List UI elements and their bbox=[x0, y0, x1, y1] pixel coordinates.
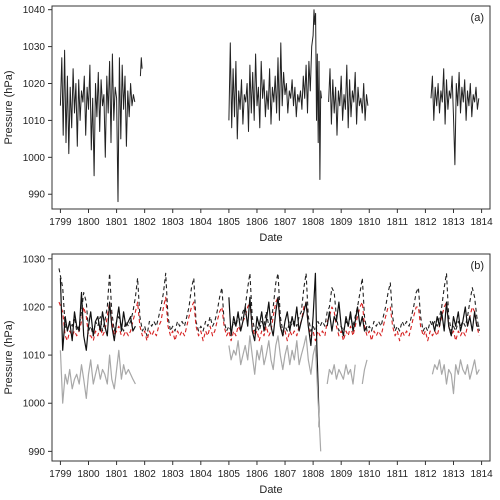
y-tick-label: 1020 bbox=[23, 79, 46, 90]
x-tick-label: 1808 bbox=[302, 469, 325, 480]
x-tick-label: 1805 bbox=[218, 469, 241, 480]
series-line bbox=[58, 268, 480, 337]
x-tick-label: 1814 bbox=[470, 469, 493, 480]
x-tick-label: 1803 bbox=[162, 217, 185, 228]
x-tick-label: 1799 bbox=[49, 469, 72, 480]
panel-a: 1799 1800 1801 1802 1803 1804 1805 1806 1807 1808… bbox=[3, 5, 493, 244]
x-tick-label: 1814 bbox=[470, 217, 493, 228]
series-line bbox=[58, 296, 480, 342]
x-tick-label: 1808 bbox=[302, 217, 325, 228]
series-line bbox=[431, 359, 480, 395]
y-tick-label: 990 bbox=[28, 190, 45, 201]
series-line bbox=[228, 335, 322, 452]
y-tick-label: 1030 bbox=[23, 42, 46, 53]
x-tick-label: 1806 bbox=[246, 217, 269, 228]
x-tick-label: 1802 bbox=[134, 217, 157, 228]
y-tick-label: 990 bbox=[28, 447, 45, 458]
x-tick-label: 1805 bbox=[218, 217, 241, 228]
x-axis-label: Date bbox=[259, 484, 282, 495]
x-tick-label: 1801 bbox=[105, 469, 128, 480]
series-line bbox=[328, 64, 369, 136]
y-tick-label: 1040 bbox=[23, 5, 46, 16]
series-line bbox=[326, 301, 368, 337]
x-tick-label: 1800 bbox=[77, 469, 100, 480]
x-tick-label: 1810 bbox=[358, 217, 381, 228]
series-line bbox=[139, 57, 143, 77]
y-tick-label: 1010 bbox=[23, 351, 46, 362]
y-tick-label: 1030 bbox=[23, 254, 46, 265]
panel-b: 1799 1800 1801 1802 1803 1804 1805 1806 1807 1808… bbox=[3, 253, 493, 496]
x-tick-label: 1809 bbox=[330, 217, 353, 228]
x-tick-label: 1811 bbox=[387, 469, 409, 480]
x-tick-label: 1812 bbox=[414, 469, 437, 480]
x-tick-label: 1800 bbox=[77, 217, 100, 228]
plot-frame bbox=[51, 253, 491, 462]
series-line bbox=[59, 49, 136, 203]
x-tick-label: 1799 bbox=[49, 217, 72, 228]
y-tick-label: 1010 bbox=[23, 116, 46, 127]
x-tick-label: 1806 bbox=[246, 469, 269, 480]
series-line bbox=[228, 9, 322, 180]
x-tick-label: 1807 bbox=[274, 217, 297, 228]
y-tick-label: 1000 bbox=[23, 153, 46, 164]
series-line bbox=[59, 349, 136, 404]
series-line bbox=[361, 359, 368, 385]
panel-label: (a) bbox=[471, 12, 484, 24]
x-tick-label: 1804 bbox=[190, 217, 213, 228]
x-tick-label: 1813 bbox=[442, 469, 465, 480]
x-tick-label: 1809 bbox=[330, 469, 353, 480]
x-tick-label: 1812 bbox=[414, 217, 437, 228]
y-tick-label: 1000 bbox=[23, 399, 46, 410]
x-axis-label: Date bbox=[259, 232, 282, 244]
y-axis-label: Pressure (hPa) bbox=[3, 71, 15, 145]
x-tick-label: 1813 bbox=[442, 217, 465, 228]
series-line bbox=[228, 272, 320, 428]
plot-frame bbox=[51, 5, 491, 210]
x-tick-label: 1802 bbox=[134, 469, 157, 480]
panel-label: (b) bbox=[471, 260, 484, 272]
series-line bbox=[430, 68, 480, 166]
x-tick-label: 1807 bbox=[274, 469, 297, 480]
y-axis-label: Pressure (hPa) bbox=[3, 321, 15, 395]
x-tick-label: 1803 bbox=[162, 469, 185, 480]
x-tick-label: 1811 bbox=[387, 217, 409, 228]
x-tick-label: 1801 bbox=[105, 217, 128, 228]
x-tick-label: 1810 bbox=[358, 469, 381, 480]
series-line bbox=[431, 301, 480, 337]
series-line bbox=[59, 278, 136, 351]
x-tick-label: 1804 bbox=[190, 469, 213, 480]
y-tick-label: 1020 bbox=[23, 302, 46, 313]
series-line bbox=[326, 364, 356, 385]
